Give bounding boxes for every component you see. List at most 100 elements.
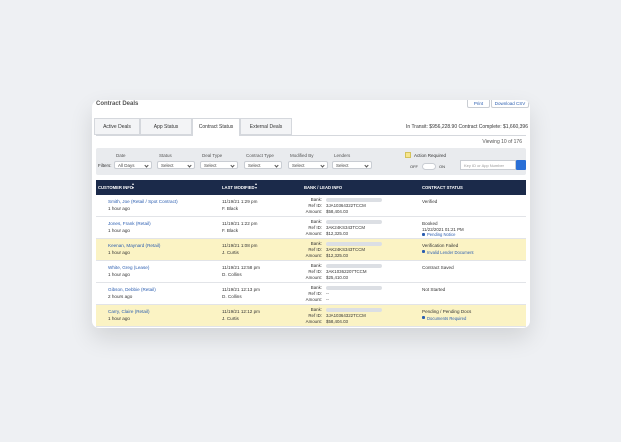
checkbox[interactable] [405, 152, 411, 158]
bank-field-label: Ref ID: [308, 291, 322, 297]
column-header: BANK / LEAD INFO [304, 185, 343, 190]
modified-date: 11/19/21 12:13 pm [222, 287, 260, 292]
amount: $12,325.03 [326, 253, 348, 259]
contract-status: Not Started [422, 287, 446, 292]
table-row: White, Greg (Lease) 1 hour ago 11/19/21 12… [96, 261, 526, 283]
note-icon [422, 232, 425, 236]
filter-select[interactable]: Select [332, 161, 372, 169]
sort-icon [255, 187, 257, 189]
amount: $58,404.03 [326, 209, 348, 215]
tab[interactable]: External Deals [240, 118, 292, 135]
status-note: Documents Required [427, 315, 467, 321]
tab[interactable]: App Status [140, 118, 192, 135]
header-button[interactable]: Download CSV [491, 100, 529, 108]
table-header [96, 180, 526, 195]
customer-name: Keenan, Maynard (Retail) [108, 243, 161, 248]
tab[interactable]: Active Deals [94, 118, 140, 135]
filter-label: Status [159, 153, 172, 158]
modified-date: 11/19/21 12:12 pm [222, 309, 260, 314]
table-row: Carry, Claire (Retail) 1 hour ago 11/19/21… [96, 305, 526, 327]
sort-icon [255, 183, 257, 185]
filter-label: Modified By [290, 153, 314, 158]
filter-select[interactable]: Select [244, 161, 282, 169]
filter-label: Date [116, 153, 126, 158]
bank-field-label: Bank: [310, 263, 322, 268]
header-button[interactable]: Print [467, 100, 490, 108]
column-header: CUSTOMER INFO [98, 185, 134, 190]
filter-select[interactable]: Select [288, 161, 328, 169]
modified-date: 11/19/21 1:29 pm [222, 199, 258, 204]
filter-select[interactable]: Select [200, 161, 238, 169]
contract-status: Verified [422, 199, 438, 204]
bank-name-redacted [326, 242, 382, 246]
customer-name: Carry, Claire (Retail) [108, 309, 150, 314]
bank-field-label: Bank: [310, 219, 322, 224]
amount: $25,410.03 [326, 275, 348, 281]
bank-field-label: Ref ID: [308, 313, 322, 319]
modified-by: D. Collins [222, 294, 242, 299]
bank-field-label: Amount: [305, 253, 322, 259]
time-ago: 1 hour ago [108, 250, 130, 255]
ref-id: 3AK24KS343TCCM [326, 225, 366, 231]
action-required-label: Action Required [414, 153, 447, 158]
filters-label: Filters: [98, 163, 112, 168]
bank-field-label: Amount: [305, 209, 322, 215]
totals: In Transit: $956,228.90 Contract Complet… [405, 124, 528, 130]
customer-name: Jones, Frank (Retail) [108, 221, 151, 226]
bank-field-label: Amount: [305, 297, 322, 303]
tab[interactable]: Contract Status [192, 118, 240, 136]
time-ago: 1 hour ago [108, 228, 130, 233]
toggle-off: OFF [410, 164, 418, 169]
amount: $12,325.03 [326, 231, 348, 237]
page-title: Contract Deals [96, 101, 139, 107]
bank-field-label: Ref ID: [308, 203, 322, 209]
ref-id: 3AK24KS343TCCM [326, 247, 366, 253]
toggle[interactable] [422, 163, 436, 170]
bank-name-redacted [326, 286, 382, 290]
bank-name-redacted [326, 220, 382, 224]
bank-field-label: Bank: [310, 197, 322, 202]
status-date: 11/22/2021 01:21 PM [422, 227, 464, 232]
bank-field-label: Ref ID: [308, 225, 322, 231]
bank-field-label: Ref ID: [308, 247, 322, 253]
table-row: Smith, Joe (Retail / Spot Contract) 1 hou… [96, 195, 526, 217]
filter-select[interactable]: Select [157, 161, 195, 169]
customer-name: Gibson, Debbie (Retail) [108, 287, 156, 292]
modified-date: 11/19/21 1:22 pm [222, 221, 258, 226]
modified-by: J. Curtis [222, 250, 239, 255]
contract-status: Booked [422, 221, 438, 226]
time-ago: 2 hours ago [108, 294, 133, 299]
tab-bar [96, 118, 526, 136]
modified-by: D. Collins [222, 272, 242, 277]
modified-date: 11/19/21 1:08 pm [222, 243, 258, 248]
search-button[interactable] [516, 160, 526, 170]
time-ago: 1 hour ago [108, 206, 130, 211]
toggle-on: ON [439, 164, 445, 169]
column-header: CONTRACT STATUS [422, 185, 463, 190]
bank-field-label: Amount: [305, 319, 322, 325]
time-ago: 1 hour ago [108, 272, 130, 277]
table-row: Gibson, Debbie (Retail) 2 hours ago 11/19/… [96, 283, 526, 305]
customer-name: White, Greg (Lease) [108, 265, 150, 270]
bank-name-redacted [326, 198, 382, 202]
note-icon [422, 250, 425, 253]
sort-icon [132, 183, 134, 185]
search-input[interactable]: Key ID or App Number [460, 160, 516, 170]
ref-id: -- [326, 291, 329, 297]
filter-select[interactable]: All Days [114, 161, 152, 169]
ref-id: 3JA10364322TCCM [326, 313, 366, 319]
customer-name: Smith, Joe (Retail / Spot Contract) [108, 199, 178, 204]
contract-status: Pending / Pending Docs [422, 309, 472, 314]
amount: -- [326, 297, 329, 303]
bank-name-redacted [326, 264, 382, 268]
filter-label: Contract Type [246, 153, 274, 158]
bank-field-label: Bank: [310, 241, 322, 246]
bank-field-label: Amount: [305, 275, 322, 281]
filter-label: Lenders [334, 153, 351, 158]
table-row: Jones, Frank (Retail) 1 hour ago 11/19/21 … [96, 217, 526, 239]
amount: $58,404.03 [326, 319, 348, 325]
ref-id: 3JA10364322TCCM [326, 203, 366, 209]
status-note: Invalid Lender Document [427, 249, 474, 255]
bank-field-label: Amount: [305, 231, 322, 237]
